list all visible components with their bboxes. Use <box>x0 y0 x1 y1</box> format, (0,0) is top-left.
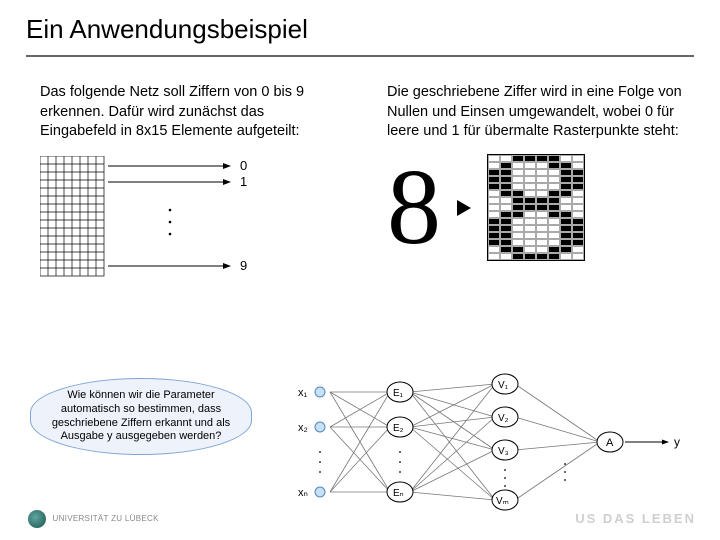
right-paragraph: Die geschriebene Ziffer wird in eine Fol… <box>387 83 690 142</box>
net-vm: Vₘ <box>496 496 509 507</box>
output-label-1: 1 <box>240 174 247 189</box>
net-v2: V₂ <box>498 413 509 424</box>
slide-title: Ein Anwendungsbeispiel <box>0 0 720 45</box>
content-columns: Das folgende Netz soll Ziffern von 0 bis… <box>0 57 720 286</box>
net-en: Eₙ <box>393 488 404 499</box>
net-y: y <box>674 435 680 449</box>
net-x1: x₁ <box>298 387 308 399</box>
net-x2: x₂ <box>298 422 308 434</box>
net-v3: V₃ <box>498 446 509 457</box>
net-v1: V₁ <box>498 380 509 391</box>
right-column: Die geschriebene Ziffer wird in eine Fol… <box>387 83 690 286</box>
net-a: A <box>606 437 614 449</box>
university-name: UNIVERSITÄT ZU LÜBECK <box>53 514 159 523</box>
arrow-icon <box>457 200 471 216</box>
left-column: Das folgende Netz soll Ziffern von 0 bis… <box>40 83 343 286</box>
neural-network-diagram: x₁ x₂ xₙ E₁ E₂ Eₙ V₁ V₂ V₃ Vₘ A y <box>290 372 690 522</box>
net-xn: xₙ <box>298 487 308 499</box>
left-paragraph: Das folgende Netz soll Ziffern von 0 bis… <box>40 83 343 142</box>
motto-text: US DAS LEBEN <box>575 511 696 526</box>
grid-arrows-svg: 0 1 9 <box>40 156 300 286</box>
handwritten-digit: 8 <box>387 154 441 262</box>
input-grid-diagram: 0 1 9 <box>40 156 343 286</box>
pixel-grid-8 <box>487 154 585 261</box>
digit-encoding-row: 8 <box>387 154 690 262</box>
university-logo: UNIVERSITÄT ZU LÜBECK <box>28 510 159 528</box>
output-label-0: 0 <box>240 158 247 173</box>
net-e1: E₁ <box>393 388 404 399</box>
net-e2: E₂ <box>393 423 404 434</box>
logo-disc-icon <box>28 510 46 528</box>
question-callout: Wie können wir die Parameter automatisch… <box>30 378 252 455</box>
output-label-9: 9 <box>240 258 247 273</box>
